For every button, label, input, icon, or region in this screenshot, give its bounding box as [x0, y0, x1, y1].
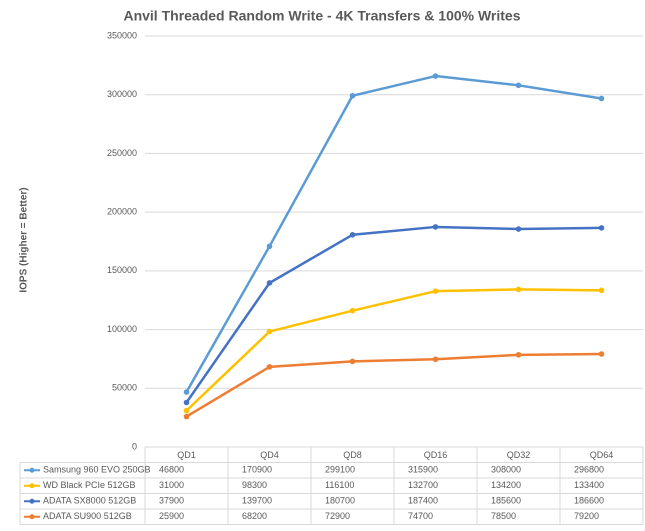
- x-tick-label: QD16: [424, 450, 448, 460]
- table-value: 25900: [159, 511, 184, 521]
- legend-label: Samsung 960 EVO 250GB: [43, 465, 151, 475]
- legend-marker: [29, 483, 35, 489]
- table-value: 79200: [574, 511, 599, 521]
- table-value: 134200: [491, 480, 521, 490]
- point: [598, 225, 605, 231]
- y-tick-label: 100000: [107, 324, 137, 334]
- y-tick-label: 300000: [107, 89, 137, 99]
- x-tick-label: QD64: [590, 450, 614, 460]
- table-value: 68200: [242, 511, 267, 521]
- point: [515, 226, 522, 232]
- point: [432, 224, 439, 230]
- y-tick-label: 200000: [107, 207, 137, 217]
- table-value: 315900: [408, 465, 438, 475]
- x-tick-label: QD32: [507, 450, 531, 460]
- table-value: 187400: [408, 496, 438, 506]
- point: [266, 280, 273, 286]
- chart-title: Anvil Threaded Random Write - 4K Transfe…: [123, 8, 520, 24]
- series-line: [185, 352, 602, 418]
- point: [266, 328, 273, 335]
- table-value: 185600: [491, 496, 521, 506]
- series-line: [185, 288, 602, 412]
- y-tick-label: 150000: [107, 265, 137, 275]
- table-value: 186600: [574, 496, 604, 506]
- series-line: [185, 74, 602, 393]
- legend-marker: [29, 467, 35, 473]
- point: [183, 407, 190, 414]
- table-value: 72900: [325, 511, 350, 521]
- point: [349, 307, 356, 314]
- table-value: 78500: [491, 511, 516, 521]
- point: [266, 364, 273, 370]
- table-value: 180700: [325, 496, 355, 506]
- legend-label: ADATA SX8000 512GB: [43, 496, 136, 506]
- point: [515, 82, 522, 89]
- point: [432, 288, 439, 294]
- x-tick-label: QD4: [260, 450, 279, 460]
- point: [183, 413, 190, 420]
- table-value: 98300: [242, 480, 267, 490]
- table-value: 132700: [408, 480, 438, 490]
- point: [183, 389, 190, 395]
- y-tick-label: 0: [132, 441, 137, 451]
- point: [432, 356, 439, 363]
- point: [349, 358, 356, 365]
- x-tick-label: QD1: [177, 450, 196, 460]
- table-value: 139700: [242, 496, 272, 506]
- series-line: [185, 225, 602, 404]
- point: [349, 92, 356, 99]
- y-tick-label: 50000: [112, 383, 137, 393]
- table-value: 37900: [159, 496, 184, 506]
- table-value: 74700: [408, 511, 433, 521]
- y-axis-label: IOPS (Higher = Better): [19, 187, 30, 292]
- y-tick-label: 350000: [107, 30, 137, 40]
- point: [349, 232, 356, 238]
- y-tick-label: 250000: [107, 148, 137, 158]
- legend-marker: [29, 514, 35, 520]
- table-value: 299100: [325, 465, 355, 475]
- point: [598, 95, 605, 102]
- table-value: 308000: [491, 465, 521, 475]
- table-value: 46800: [159, 465, 184, 475]
- table-value: 133400: [574, 480, 604, 490]
- table-value: 296800: [574, 465, 604, 475]
- point: [183, 399, 190, 406]
- table-value: 31000: [159, 480, 184, 490]
- table-value: 170900: [242, 465, 272, 475]
- point: [432, 73, 439, 79]
- x-tick-label: QD8: [343, 450, 362, 460]
- legend-label: ADATA SU900 512GB: [43, 511, 132, 521]
- point: [598, 351, 605, 357]
- point: [515, 352, 522, 358]
- legend-marker: [29, 498, 35, 504]
- legend-label: WD Black PCIe 512GB: [43, 480, 136, 490]
- point: [515, 286, 522, 293]
- table-value: 116100: [325, 480, 354, 490]
- point: [598, 287, 605, 294]
- point: [266, 243, 273, 250]
